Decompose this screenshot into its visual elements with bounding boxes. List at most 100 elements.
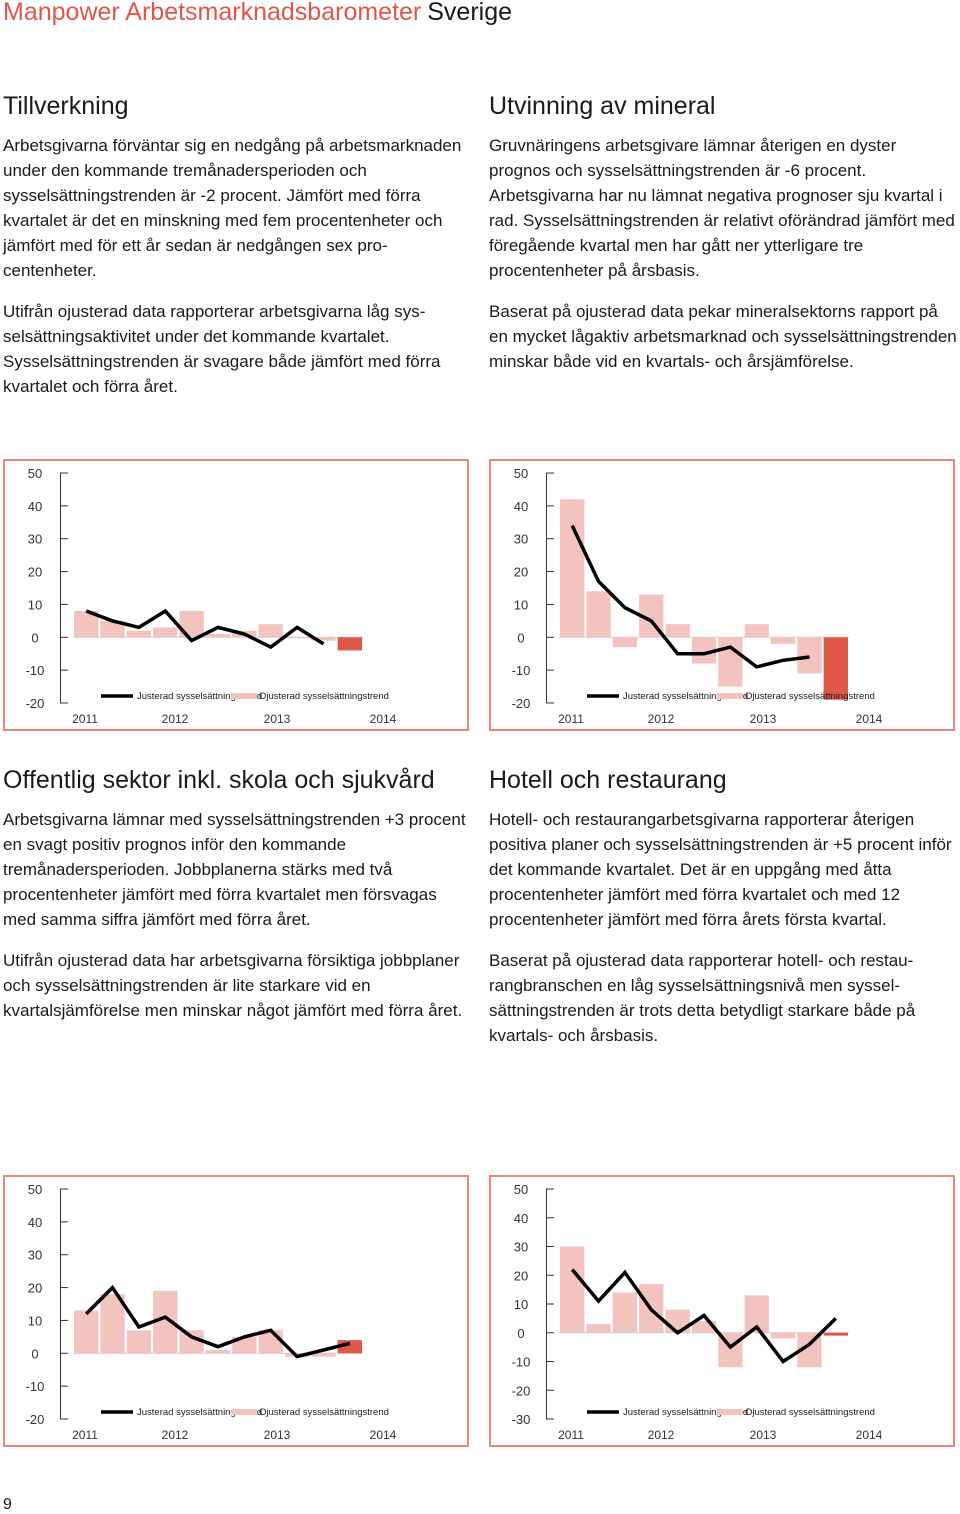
bar xyxy=(823,637,848,700)
section-title-tillverkning: Tillverkning xyxy=(3,92,129,120)
x-tick-label: 2012 xyxy=(162,712,189,726)
section-body-offentlig: Arbetsgivarna lämnar med sysselsättnings… xyxy=(3,807,473,1039)
x-tick-label: 2012 xyxy=(162,1428,189,1442)
y-tick-label: -10 xyxy=(512,1355,531,1370)
legend-bar-swatch xyxy=(717,693,743,699)
legend-label: Ojusterad sysselsättningstrend xyxy=(259,1407,389,1418)
y-tick-label: 50 xyxy=(28,1182,42,1197)
bar xyxy=(744,624,769,638)
x-tick-label: 2011 xyxy=(558,1428,584,1442)
bar xyxy=(311,637,336,641)
paragraph: Hotell- och restaurangarbetsgivarna rapp… xyxy=(489,810,952,929)
y-tick-label: -20 xyxy=(512,1383,531,1398)
chart-hotell-svg: 50 40 30 20 10 0 -10 -20 -30 Justerad sysselsättn… xyxy=(512,1182,883,1442)
bar xyxy=(560,1246,585,1333)
trend-line xyxy=(85,608,325,650)
section-body-hotell: Hotell- och restaurangarbetsgivarna rapp… xyxy=(489,807,959,1064)
y-tick-label: -10 xyxy=(26,1379,45,1394)
bar xyxy=(665,1309,690,1333)
bar xyxy=(612,637,638,648)
bar xyxy=(797,637,822,674)
chart-offentlig-svg: 50 40 30 20 10 0 -10 -20 Justerad sysselsättning… xyxy=(26,1182,397,1442)
chart-utvinning: 50 40 30 20 10 0 -10 -20 Justerad sysselsättning… xyxy=(489,459,955,731)
page-header: Manpower Arbetsmarknadsbarometer Sverige xyxy=(3,0,512,27)
y-tick-label: 0 xyxy=(517,1326,524,1341)
bar xyxy=(205,1350,231,1354)
legend-bar-swatch xyxy=(717,1409,743,1415)
y-tick-label: -30 xyxy=(512,1412,531,1427)
x-tick-label: 2013 xyxy=(750,712,777,726)
legend-label: Justerad sysselsättningstrend xyxy=(623,1407,748,1418)
y-tick-label: 10 xyxy=(28,597,42,612)
y-tick-label: 30 xyxy=(514,1240,528,1255)
legend-label: Ojusterad sysselsättningstrend xyxy=(259,691,389,702)
bar xyxy=(205,634,231,638)
y-tick-label: 50 xyxy=(514,1182,528,1197)
paragraph: Utifrån ojusterad data har arbetsgivarna… xyxy=(3,951,463,1020)
header-region: Sverige xyxy=(427,0,513,26)
bar xyxy=(560,499,585,638)
bar xyxy=(586,591,611,638)
y-tick-label: -10 xyxy=(512,663,531,678)
chart-tillverkning-svg: 50 40 30 20 10 0 -10 -20 Justerad sysselsättning… xyxy=(26,466,397,726)
y-tick-label: 20 xyxy=(28,565,42,580)
x-tick-label: 2011 xyxy=(558,712,584,726)
legend-label: Ojusterad sysselsättningstrend xyxy=(745,1407,875,1418)
y-tick-label: -10 xyxy=(26,663,45,678)
legend-label: Justerad sysselsättningstrend xyxy=(137,691,262,702)
y-tick-label: 30 xyxy=(28,1248,42,1263)
y-tick-label: 40 xyxy=(28,499,42,514)
x-tick-label: 2013 xyxy=(264,712,291,726)
y-tick-label: -20 xyxy=(512,696,531,711)
bar xyxy=(586,1324,611,1333)
x-tick-label: 2012 xyxy=(648,1428,675,1442)
legend-bar-swatch xyxy=(231,693,257,699)
y-tick-label: 0 xyxy=(517,630,524,645)
bar xyxy=(284,637,310,639)
section-body-utvinning: Gruvnäringens arbetsgivare lämnar återig… xyxy=(489,133,959,390)
paragraph: Utifrån ojusterad data rapporterar arbet… xyxy=(3,302,441,396)
section-title-utvinning: Utvinning av mineral xyxy=(489,92,716,120)
bar xyxy=(126,630,152,638)
paragraph: Arbetsgivarna lämnar med sysselsättnings… xyxy=(3,810,466,929)
bar xyxy=(311,1353,336,1357)
bar xyxy=(612,1292,638,1333)
y-tick-label: 10 xyxy=(28,1313,42,1328)
legend-label: Ojusterad sysselsättningstrend xyxy=(745,691,875,702)
y-tick-label: 40 xyxy=(514,1211,528,1226)
chart-utvinning-svg: 50 40 30 20 10 0 -10 -20 Justerad sysselsättning… xyxy=(512,466,883,726)
paragraph: Baserat på ojusterad data rapporterar ho… xyxy=(489,951,916,1045)
paragraph: Gruvnäringens arbetsgivare lämnar återig… xyxy=(489,136,955,280)
x-tick-label: 2013 xyxy=(264,1428,291,1442)
legend-label: Justerad sysselsättningstrend xyxy=(137,1407,262,1418)
y-tick-label: 20 xyxy=(514,565,528,580)
header-brand: Manpower Arbetsmarknadsbarometer xyxy=(3,0,422,26)
x-tick-label: 2011 xyxy=(72,1428,98,1442)
x-tick-label: 2011 xyxy=(72,712,98,726)
y-tick-label: 0 xyxy=(31,630,38,645)
section-title-hotell: Hotell och restaurang xyxy=(489,766,727,794)
y-tick-label: 50 xyxy=(28,466,42,481)
section-body-tillverkning: Arbetsgivarna förväntar sig en nedgång p… xyxy=(3,133,473,415)
x-tick-label: 2014 xyxy=(856,712,883,726)
bar xyxy=(665,624,690,638)
y-tick-label: 30 xyxy=(514,532,528,547)
bar xyxy=(100,1294,125,1354)
x-tick-label: 2014 xyxy=(370,712,397,726)
chart-hotell: 50 40 30 20 10 0 -10 -20 -30 Justerad sysselsättn… xyxy=(489,1175,955,1447)
trend-line xyxy=(570,524,810,669)
y-tick-label: 20 xyxy=(28,1281,42,1296)
y-tick-label: -20 xyxy=(26,1412,45,1427)
chart-offentlig: 50 40 30 20 10 0 -10 -20 Justerad sysselsättning… xyxy=(3,1175,469,1447)
page-number: 9 xyxy=(3,1496,12,1513)
y-tick-label: -20 xyxy=(26,696,45,711)
y-tick-label: 30 xyxy=(28,532,42,547)
y-tick-label: 20 xyxy=(514,1268,528,1283)
x-tick-label: 2014 xyxy=(370,1428,397,1442)
x-tick-label: 2013 xyxy=(750,1428,777,1442)
bar xyxy=(74,1310,99,1354)
y-tick-label: 40 xyxy=(514,499,528,514)
bar xyxy=(153,627,178,638)
bar xyxy=(258,624,283,638)
paragraph: Arbetsgivarna förväntar sig en nedgång p… xyxy=(3,136,462,280)
